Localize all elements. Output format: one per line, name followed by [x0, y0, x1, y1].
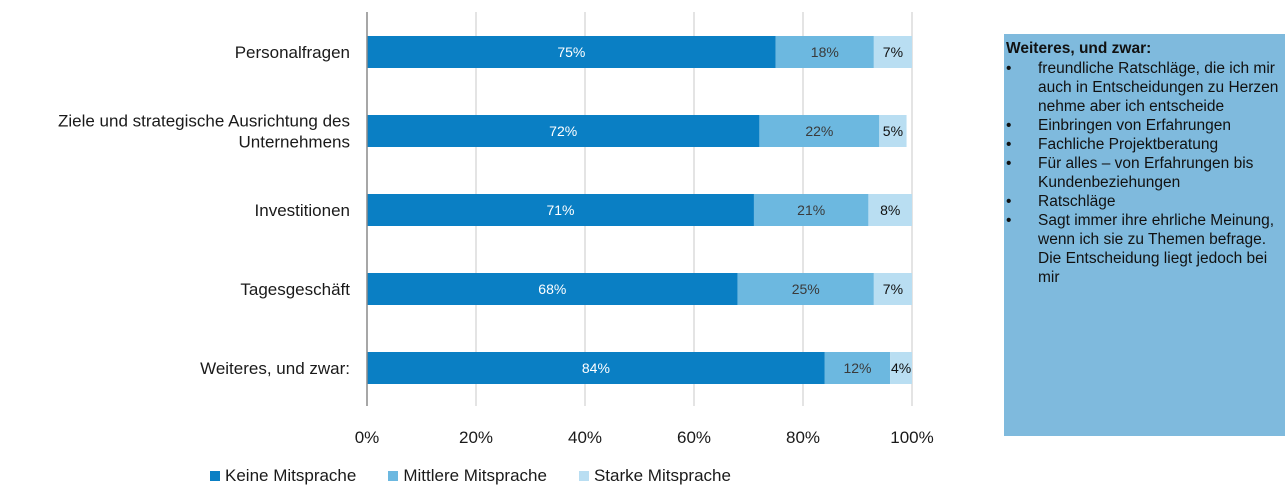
category-label: Tagesgeschäft — [240, 280, 350, 299]
legend-swatch — [578, 471, 589, 481]
bar-segment — [753, 194, 869, 226]
bar-segment — [367, 36, 776, 68]
bullet-icon: • — [1006, 136, 1012, 153]
legend-item: Starke Mitsprache — [578, 466, 731, 486]
data-label: 22% — [805, 123, 833, 139]
notes-list-item: • Fachliche Projektberatung — [1006, 135, 1285, 154]
notes-item-text: Sagt immer ihre ehrliche Meinung, wenn i… — [1038, 212, 1275, 286]
bar-segment — [367, 273, 738, 305]
x-tick-label: 20% — [459, 428, 493, 447]
data-label: 7% — [883, 281, 903, 297]
notes-item-text: freundliche Ratschläge, die ich mir auch… — [1038, 60, 1279, 115]
data-label: 5% — [883, 123, 903, 139]
x-tick-label: 100% — [890, 428, 933, 447]
category-label: Personalfragen — [235, 43, 350, 62]
legend-swatch — [388, 471, 399, 481]
bar-segment — [824, 352, 891, 384]
notes-list-item: • freundliche Ratschläge, die ich mir auc… — [1006, 59, 1285, 116]
x-tick-label: 60% — [677, 428, 711, 447]
bar-segment — [759, 115, 880, 147]
notes-item-text: Fachliche Projektberatung — [1038, 136, 1219, 153]
category-label: Investitionen — [255, 201, 350, 220]
data-label: 21% — [797, 202, 825, 218]
category-label: Weiteres, und zwar: — [200, 359, 350, 378]
bar-segment — [367, 194, 754, 226]
legend-label: Keine Mitsprache — [225, 466, 357, 485]
data-label: 4% — [891, 360, 911, 376]
stacked-bar-chart: 0% 20% 40% 60% 80% 100% 75% 18% 7% Personalfragen… — [58, 12, 934, 447]
legend-item: Mittlere Mitsprache — [388, 466, 547, 486]
bar-segment — [367, 352, 825, 384]
notes-item-text: Für alles – von Erfahrungen bis Kundenbe… — [1038, 155, 1254, 191]
bar-segment — [868, 194, 912, 226]
bar-segment — [873, 273, 912, 305]
bullet-icon: • — [1006, 193, 1012, 210]
bar-segment — [873, 36, 912, 68]
bullet-icon: • — [1006, 117, 1012, 134]
notes-list-item: • Für alles – von Erfahrungen bis Kundenb… — [1006, 154, 1285, 192]
bar-segment — [879, 115, 907, 147]
data-label: 25% — [792, 281, 820, 297]
bar-segment — [737, 273, 874, 305]
data-label: 12% — [843, 360, 871, 376]
notes-item-text: Einbringen von Erfahrungen — [1038, 117, 1232, 134]
legend-label: Mittlere Mitsprache — [403, 466, 547, 485]
bar-segment — [890, 352, 912, 384]
data-label: 71% — [546, 202, 574, 218]
x-tick-label: 40% — [568, 428, 602, 447]
category-label: Ziele und strategische Ausrichtung des — [58, 112, 350, 131]
notes-item-text: Ratschläge — [1038, 193, 1116, 210]
data-label: 75% — [557, 44, 585, 60]
notes-title: Weiteres, und zwar: — [1006, 40, 1152, 57]
notes-list-item: • Ratschläge — [1006, 192, 1285, 211]
legend-item: Keine Mitsprache — [210, 466, 356, 486]
data-label: 68% — [538, 281, 566, 297]
x-tick-label: 0% — [355, 428, 380, 447]
data-label: 8% — [880, 202, 900, 218]
legend-swatch — [210, 471, 220, 481]
legend-label: Starke Mitsprache — [593, 466, 731, 485]
data-label: 84% — [582, 360, 610, 376]
notes-list: • freundliche Ratschläge, die ich mir auc… — [1006, 59, 1285, 287]
x-tick-label: 80% — [786, 428, 820, 447]
data-label: 7% — [883, 44, 903, 60]
category-label: Unternehmens — [238, 133, 350, 152]
notes-list-item: • Einbringen von Erfahrungen — [1006, 116, 1285, 135]
bullet-icon: • — [1006, 60, 1012, 77]
bullet-icon: • — [1006, 212, 1012, 229]
data-label: 72% — [549, 123, 577, 139]
notes-list-item: • Sagt immer ihre ehrliche Meinung, wenn … — [1006, 211, 1285, 287]
bar-segment — [367, 115, 760, 147]
bullet-icon: • — [1006, 155, 1012, 172]
data-label: 18% — [811, 44, 839, 60]
bar-segment — [775, 36, 874, 68]
notes-panel: Weiteres, und zwar: • freundliche Ratschl… — [1004, 34, 1285, 436]
chart-legend: Keine Mitsprache Mittlere Mitsprache Stark… — [210, 466, 731, 486]
